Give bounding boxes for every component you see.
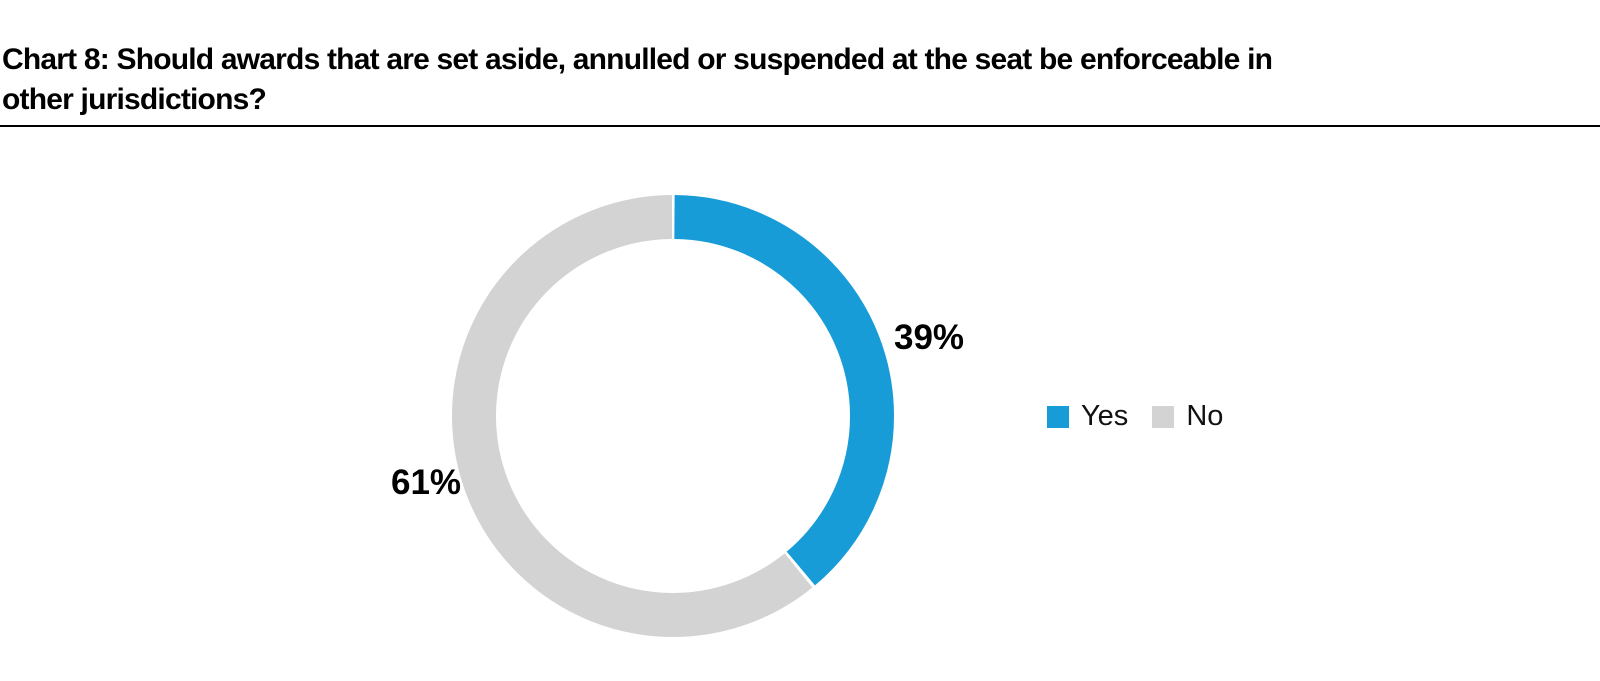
chart-legend: Yes No (1047, 402, 1223, 431)
donut-segment-no (452, 195, 894, 637)
slice-label-yes: 39% (894, 318, 965, 357)
legend-swatch-no-icon (1152, 405, 1175, 428)
page-title-line-2: other jurisdictions? (2, 83, 267, 116)
legend-label-yes: Yes (1081, 400, 1129, 432)
legend-label-no: No (1186, 400, 1224, 432)
page-title: Chart 8: Should awards that are set asid… (2, 40, 1562, 120)
legend-item-no: No (1152, 402, 1223, 431)
slice-label-no: 61% (391, 463, 462, 502)
page-title-line-1: Chart 8: Should awards that are set asid… (2, 43, 1273, 76)
title-divider (0, 125, 1600, 127)
legend-swatch-yes-icon (1047, 405, 1069, 428)
donut-chart (443, 186, 903, 646)
donut-segment-yes (452, 195, 894, 637)
donut-chart-svg (452, 195, 894, 637)
legend-item-yes: Yes (1047, 402, 1128, 431)
